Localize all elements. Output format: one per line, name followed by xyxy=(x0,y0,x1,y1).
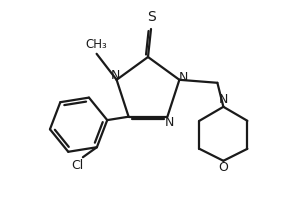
Text: N: N xyxy=(165,116,174,129)
Text: N: N xyxy=(111,69,120,82)
Text: N: N xyxy=(179,71,188,84)
Text: CH₃: CH₃ xyxy=(86,38,107,51)
Text: O: O xyxy=(218,161,228,174)
Text: N: N xyxy=(219,93,228,106)
Text: Cl: Cl xyxy=(71,159,83,172)
Text: S: S xyxy=(147,10,155,24)
